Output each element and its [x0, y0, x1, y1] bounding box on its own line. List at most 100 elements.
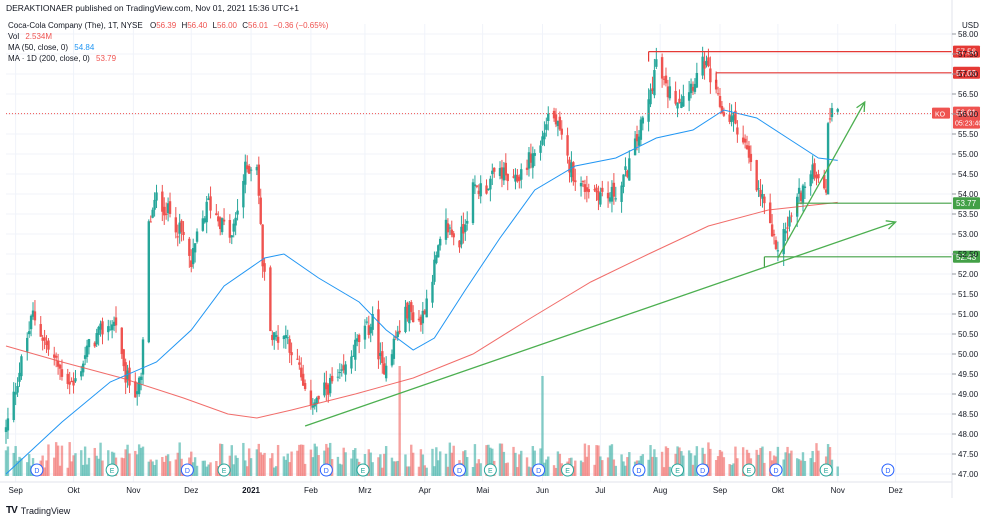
candle-body	[261, 224, 264, 267]
time-tick-label: Sep	[713, 486, 728, 495]
candle-body	[438, 238, 442, 246]
candle-body	[647, 99, 650, 122]
candle-body	[330, 375, 334, 382]
candle-body	[6, 418, 10, 431]
level-label-box	[953, 45, 980, 58]
candle-body	[774, 240, 778, 249]
candle-body	[350, 356, 353, 369]
candle-body	[151, 209, 154, 218]
candle-body	[566, 135, 569, 156]
candle-body	[101, 321, 104, 335]
volume-bar	[622, 461, 625, 476]
candle-body	[639, 119, 643, 140]
candle-body	[247, 165, 251, 174]
candle-body	[460, 226, 463, 245]
horizontal-levels[interactable]: 57.56 57.03 53.77 52.43 56.01 05:23:40 KO	[648, 45, 983, 267]
volume-bar	[219, 443, 222, 476]
price-tick-label: 52.50	[958, 250, 979, 259]
currency-label: USD	[962, 21, 979, 30]
candle-body	[26, 337, 29, 352]
legend-ma200-row[interactable]: MA · 1D (200, close, 0) 53.79	[8, 54, 116, 63]
candle-body	[597, 191, 600, 201]
volume-bar	[431, 448, 434, 476]
candle-body	[452, 233, 455, 238]
candle-body	[354, 339, 357, 360]
candle-body	[543, 132, 546, 140]
volume-bar	[72, 455, 75, 476]
volume-bar	[547, 456, 550, 476]
volume-bar	[799, 460, 803, 476]
volume-bar	[506, 462, 509, 476]
candle-body	[545, 124, 548, 130]
candle-body	[772, 233, 776, 236]
candle-body	[352, 355, 355, 357]
volume-bar	[464, 450, 467, 476]
candle-body	[466, 220, 469, 224]
volume-bar	[394, 461, 398, 476]
candle-body	[93, 342, 96, 347]
volume-bar	[161, 456, 164, 476]
candle-body	[365, 321, 369, 323]
candle-body	[286, 337, 289, 339]
volume-bar	[303, 463, 307, 476]
ohlc-change: −0.36 (−0.65%)	[273, 21, 329, 30]
candle-body	[190, 260, 193, 267]
time-axis[interactable]: Sep Okt Nov Dez 2021 Feb Mrz Apr Mai Jun Jul Aug Sep…	[0, 481, 952, 495]
volume-bar	[74, 453, 77, 476]
candle-body	[512, 176, 515, 178]
footer-branding[interactable]: TV TradingView	[6, 505, 70, 516]
price-axis[interactable]: 47.00 47.50 48.00 48.50 49.00 49.50 50.00 50.50…	[951, 0, 979, 498]
volume-bar	[520, 450, 523, 476]
candle-body	[446, 223, 450, 233]
event-marker-letter: D	[636, 468, 641, 475]
volume-bar	[139, 447, 143, 476]
candle-body	[182, 231, 185, 235]
time-tick-label: Okt	[67, 486, 80, 495]
legend-ma50-row[interactable]: MA (50, close, 0) 54.84	[8, 43, 94, 52]
price-tick-label: 54.50	[958, 170, 979, 179]
volume-label: Vol	[8, 32, 20, 41]
trend-arrows[interactable]	[304, 100, 898, 427]
volume-bar	[101, 460, 104, 476]
candle-body	[641, 117, 645, 124]
candle-body	[664, 75, 668, 84]
candle-body	[695, 72, 699, 88]
candle-body	[371, 314, 374, 330]
candle-body	[72, 380, 75, 386]
dividend-marker	[532, 463, 546, 477]
candle-body	[448, 227, 452, 229]
volume-bar	[247, 448, 251, 476]
time-tick-label: Dez	[888, 486, 902, 495]
volume-bar	[419, 449, 423, 476]
volume-bar	[163, 461, 166, 476]
volume-bar	[732, 463, 735, 476]
volume-bar	[479, 463, 482, 476]
price-tick-label: 47.00	[958, 470, 979, 479]
candle-body	[649, 89, 652, 105]
volume-bar	[174, 459, 178, 476]
candle-body	[473, 184, 477, 187]
candle-body	[164, 213, 168, 215]
candle-body	[301, 373, 305, 386]
volume-bar	[338, 463, 342, 476]
volume-bar	[755, 449, 758, 476]
candle-body	[612, 182, 616, 197]
volume-bar	[836, 466, 839, 476]
price-tick-label: 56.00	[958, 110, 979, 119]
earnings-marker	[217, 463, 231, 477]
legend-volume-row[interactable]: Vol 2.534M	[8, 32, 52, 41]
volume-bar	[56, 445, 60, 476]
candle-body	[539, 145, 542, 153]
price-tick-label: 52.00	[958, 270, 979, 279]
price-tick-label: 56.50	[958, 90, 979, 99]
candle-body	[572, 162, 575, 182]
volume-bar	[396, 460, 399, 476]
volume-bar	[768, 451, 772, 476]
ohlc-close: 56.01	[248, 21, 269, 30]
volume-bar	[759, 447, 762, 476]
volume-bar	[803, 460, 807, 476]
volume-bar	[545, 459, 548, 476]
volume-bar	[282, 456, 286, 476]
